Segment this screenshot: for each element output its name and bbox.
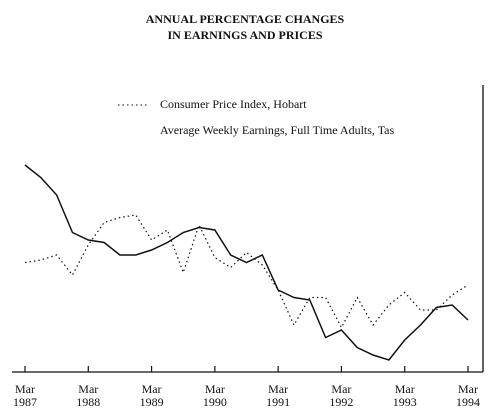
chart-title: ANNUAL PERCENTAGE CHANGES xyxy=(146,12,345,26)
x-tick-label: Mar 1987 xyxy=(13,382,37,409)
x-tick-label: Mar 1989 xyxy=(140,382,164,409)
x-tick-label: Mar 1990 xyxy=(203,382,227,409)
x-tick-label: Mar 1991 xyxy=(266,382,290,409)
x-tick-label: Mar 1994 xyxy=(456,382,480,409)
legend-label: Average Weekly Earnings, Full Time Adult… xyxy=(160,123,395,137)
legend-label: Consumer Price Index, Hobart xyxy=(160,97,307,111)
chart-title: IN EARNINGS AND PRICES xyxy=(167,28,322,42)
x-tick-label: Mar 1988 xyxy=(76,382,100,409)
data-line xyxy=(24,214,469,329)
x-tick-label: Mar 1993 xyxy=(393,382,417,409)
x-tick-label: Mar 1992 xyxy=(329,382,353,409)
data-line xyxy=(24,164,469,361)
